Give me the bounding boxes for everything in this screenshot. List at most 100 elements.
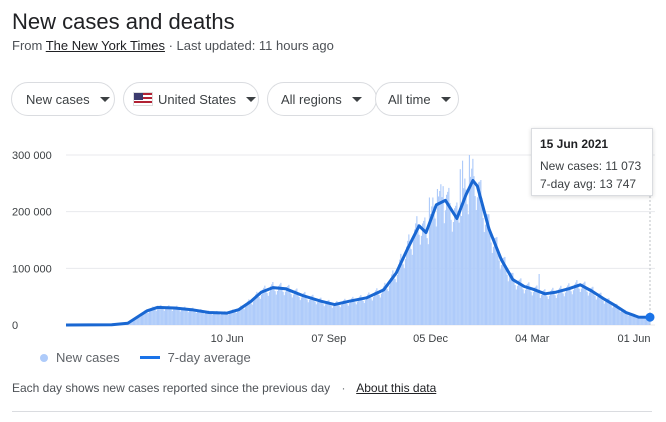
daily-cases-bar <box>632 313 634 325</box>
daily-cases-bar <box>311 295 313 325</box>
daily-cases-bar <box>465 189 467 325</box>
daily-cases-bar <box>320 297 322 325</box>
daily-cases-bar <box>436 189 438 325</box>
daily-cases-bar <box>403 268 405 325</box>
y-tick-label: 200 000 <box>12 207 52 219</box>
daily-cases-bar <box>272 281 274 325</box>
daily-cases-bar <box>214 311 216 325</box>
daily-cases-bar <box>211 314 213 325</box>
about-data-link[interactable]: About this data <box>356 381 437 395</box>
daily-cases-bar <box>590 288 592 325</box>
range-dropdown[interactable]: All time <box>375 82 459 116</box>
daily-cases-bar <box>235 313 237 325</box>
daily-cases-bar <box>379 297 381 325</box>
daily-cases-bar <box>255 294 257 325</box>
daily-cases-bar <box>289 289 291 325</box>
daily-cases-bar <box>179 311 181 325</box>
daily-cases-bar <box>387 291 389 325</box>
region-dropdown[interactable]: All regions <box>267 82 377 116</box>
metric-dropdown[interactable]: New cases <box>11 82 115 116</box>
source-link[interactable]: The New York Times <box>45 38 165 53</box>
daily-cases-bar <box>524 289 526 325</box>
daily-cases-bar <box>260 294 262 325</box>
daily-cases-bar <box>158 306 160 325</box>
country-dropdown[interactable]: United States <box>123 82 259 116</box>
daily-cases-bar <box>291 297 293 325</box>
daily-cases-bar <box>176 305 178 325</box>
cases-chart[interactable]: 0 100 000 200 000 300 000 10 Jun 07 Sep 05 De… <box>0 0 666 350</box>
daily-cases-bar <box>547 299 549 325</box>
daily-cases-bar <box>206 311 208 325</box>
daily-cases-bar <box>307 302 309 325</box>
daily-cases-bar <box>544 289 546 325</box>
daily-cases-bar <box>470 176 472 325</box>
daily-cases-bar <box>530 291 532 325</box>
daily-cases-bar <box>367 294 369 325</box>
daily-cases-bar <box>575 282 577 325</box>
daily-cases-bar <box>360 295 362 325</box>
daily-cases-bar <box>296 288 298 325</box>
daily-cases-bar <box>506 274 508 325</box>
daily-cases-bar <box>139 316 141 325</box>
daily-cases-bar <box>448 187 450 325</box>
daily-cases-bar <box>628 314 630 325</box>
daily-cases-bar <box>431 206 433 325</box>
tooltip: 15 Jun 2021 New cases: 11 073 7-day avg:… <box>531 128 653 196</box>
daily-cases-bar <box>347 305 349 325</box>
daily-cases-bar <box>150 308 152 325</box>
daily-cases-bar <box>144 310 146 325</box>
daily-cases-bar <box>614 303 616 325</box>
daily-cases-bar <box>167 306 169 325</box>
daily-cases-bar <box>481 198 483 325</box>
daily-cases-bar <box>338 305 340 325</box>
daily-cases-bar <box>169 307 171 325</box>
daily-cases-bar <box>324 304 326 325</box>
daily-cases-bar <box>450 219 452 325</box>
daily-cases-bar <box>276 290 278 325</box>
daily-cases-bar <box>131 321 133 325</box>
daily-cases-bar <box>344 298 346 325</box>
daily-cases-bar <box>534 287 536 325</box>
daily-cases-bar <box>618 309 620 325</box>
daily-cases-bar <box>642 317 644 325</box>
daily-cases-bar <box>322 303 324 325</box>
daily-cases-bar <box>249 301 251 325</box>
daily-cases-bar <box>377 291 379 325</box>
daily-cases-bar <box>177 307 179 325</box>
daily-cases-bar <box>160 304 162 325</box>
daily-cases-bar <box>292 294 294 325</box>
daily-cases-bar <box>368 292 370 325</box>
daily-cases-bar <box>151 307 153 325</box>
daily-cases-bar <box>265 288 267 325</box>
daily-cases-bar <box>457 211 459 325</box>
daily-cases-bar <box>607 298 609 325</box>
daily-cases-bar <box>175 306 177 325</box>
daily-cases-bar <box>208 310 210 325</box>
source-prefix: From <box>12 38 43 53</box>
daily-cases-bar <box>318 299 320 325</box>
daily-cases-bar <box>617 306 619 325</box>
us-flag-icon <box>133 92 153 106</box>
chevron-down-icon <box>99 96 110 102</box>
daily-cases-bar <box>335 302 337 325</box>
daily-cases-bar <box>559 287 561 325</box>
daily-cases-bar <box>487 214 489 325</box>
last-updated: · Last updated: 11 hours ago <box>168 38 334 53</box>
daily-cases-bar <box>270 286 272 325</box>
daily-cases-bar <box>452 221 454 325</box>
daily-cases-bar <box>639 316 641 325</box>
daily-cases-bar <box>535 286 537 325</box>
daily-cases-bar <box>468 155 470 325</box>
daily-cases-bar <box>497 248 499 325</box>
daily-cases-bar <box>346 303 348 325</box>
daily-cases-bar <box>316 302 318 325</box>
daily-cases-bar <box>438 196 440 325</box>
daily-cases-bar <box>297 292 299 325</box>
daily-cases-bar <box>274 291 276 325</box>
daily-cases-bar <box>483 232 485 325</box>
daily-cases-bar <box>247 301 249 325</box>
daily-cases-bar <box>492 246 494 325</box>
daily-cases-bar <box>551 289 553 325</box>
daily-cases-bar <box>419 244 421 325</box>
daily-cases-bar <box>578 288 580 325</box>
